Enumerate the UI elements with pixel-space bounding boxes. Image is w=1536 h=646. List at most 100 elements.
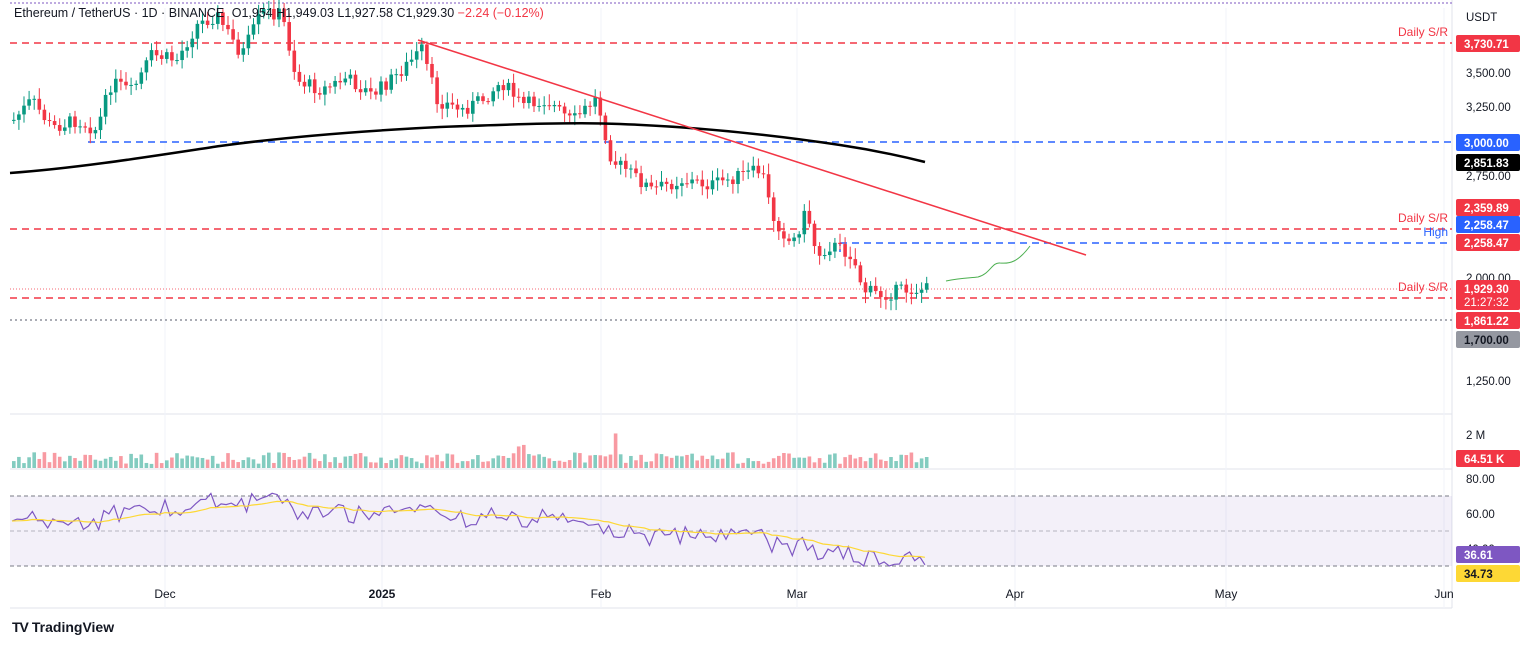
candle[interactable] [338,80,342,83]
candle[interactable] [853,259,858,266]
candle[interactable] [88,127,93,134]
candle[interactable] [766,174,771,198]
candle[interactable] [22,105,26,115]
candle[interactable] [537,105,541,107]
candle[interactable] [588,105,592,107]
candle[interactable] [185,47,189,51]
candle[interactable] [190,38,195,48]
candle[interactable] [618,160,623,165]
candle[interactable] [777,221,781,232]
candle[interactable] [261,9,266,14]
candle[interactable] [210,23,215,25]
candle[interactable] [741,171,745,173]
candle[interactable] [93,130,98,134]
candle[interactable] [399,74,404,76]
trendline[interactable] [417,39,1087,256]
candle[interactable] [756,165,761,174]
candle[interactable] [511,82,516,97]
candle[interactable] [848,256,852,260]
candle[interactable] [720,177,725,181]
candle[interactable] [904,284,909,293]
candle[interactable] [68,116,72,128]
candle[interactable] [736,171,740,185]
candle[interactable] [761,173,766,175]
candle[interactable] [57,125,62,131]
candle[interactable] [394,74,399,76]
candle[interactable] [358,89,363,93]
candle[interactable] [771,197,776,222]
candle[interactable] [573,113,577,116]
candle[interactable] [547,105,552,107]
candle[interactable] [287,22,291,51]
candle[interactable] [481,96,485,102]
candle[interactable] [914,292,919,294]
candle[interactable] [491,91,495,102]
candle[interactable] [863,282,868,293]
candle[interactable] [353,74,358,90]
candle[interactable] [460,107,465,110]
candle[interactable] [363,88,368,93]
candle[interactable] [17,114,21,120]
candle[interactable] [746,170,750,172]
candle[interactable] [165,52,169,59]
candle[interactable] [241,48,246,55]
candle[interactable] [817,246,822,256]
candle[interactable] [52,121,57,126]
candle[interactable] [369,88,373,92]
candle[interactable] [246,34,251,49]
candle[interactable] [180,50,184,61]
candle[interactable] [414,51,419,60]
candle[interactable] [899,284,903,286]
candle[interactable] [593,97,597,107]
candle[interactable] [267,8,271,10]
candle[interactable] [103,94,108,117]
tradingview-logo[interactable]: TV TradingView [12,619,114,635]
candle[interactable] [440,104,444,109]
candle[interactable] [787,238,791,242]
candle[interactable] [838,242,842,245]
candle[interactable] [894,284,898,300]
candle[interactable] [216,12,220,24]
candle[interactable] [924,283,929,290]
candle[interactable] [27,99,31,106]
candle[interactable] [822,255,827,257]
candle[interactable] [231,29,235,40]
candle[interactable] [455,104,460,110]
candle[interactable] [144,60,149,73]
candle[interactable] [272,8,276,20]
candle[interactable] [868,285,873,293]
candle[interactable] [624,160,628,169]
candle[interactable] [705,186,710,190]
candle[interactable] [129,84,133,86]
candle[interactable] [802,210,807,235]
candle[interactable] [843,244,847,257]
candle[interactable] [654,186,659,188]
candle[interactable] [73,116,77,127]
candle[interactable] [154,50,159,56]
candle[interactable] [221,12,225,25]
candle[interactable] [476,96,480,101]
candle[interactable] [312,79,317,94]
candle[interactable] [782,231,786,239]
candle[interactable] [542,105,546,107]
candle[interactable] [629,168,633,170]
candle[interactable] [292,50,297,72]
candle[interactable] [532,96,536,107]
candle[interactable] [63,127,67,131]
candle[interactable] [669,183,674,190]
candle[interactable] [425,44,429,64]
candle[interactable] [282,8,286,23]
candle[interactable] [175,60,179,62]
rsi-ma-line[interactable] [11,500,925,558]
candle[interactable] [409,59,414,62]
candle[interactable] [328,86,332,88]
candle[interactable] [297,71,302,82]
candle[interactable] [583,105,587,115]
candle[interactable] [159,55,164,59]
candle[interactable] [828,251,832,256]
candle[interactable] [858,265,863,283]
candle[interactable] [465,107,470,114]
candle[interactable] [42,109,47,121]
candle[interactable] [124,81,128,86]
candle[interactable] [404,61,409,76]
